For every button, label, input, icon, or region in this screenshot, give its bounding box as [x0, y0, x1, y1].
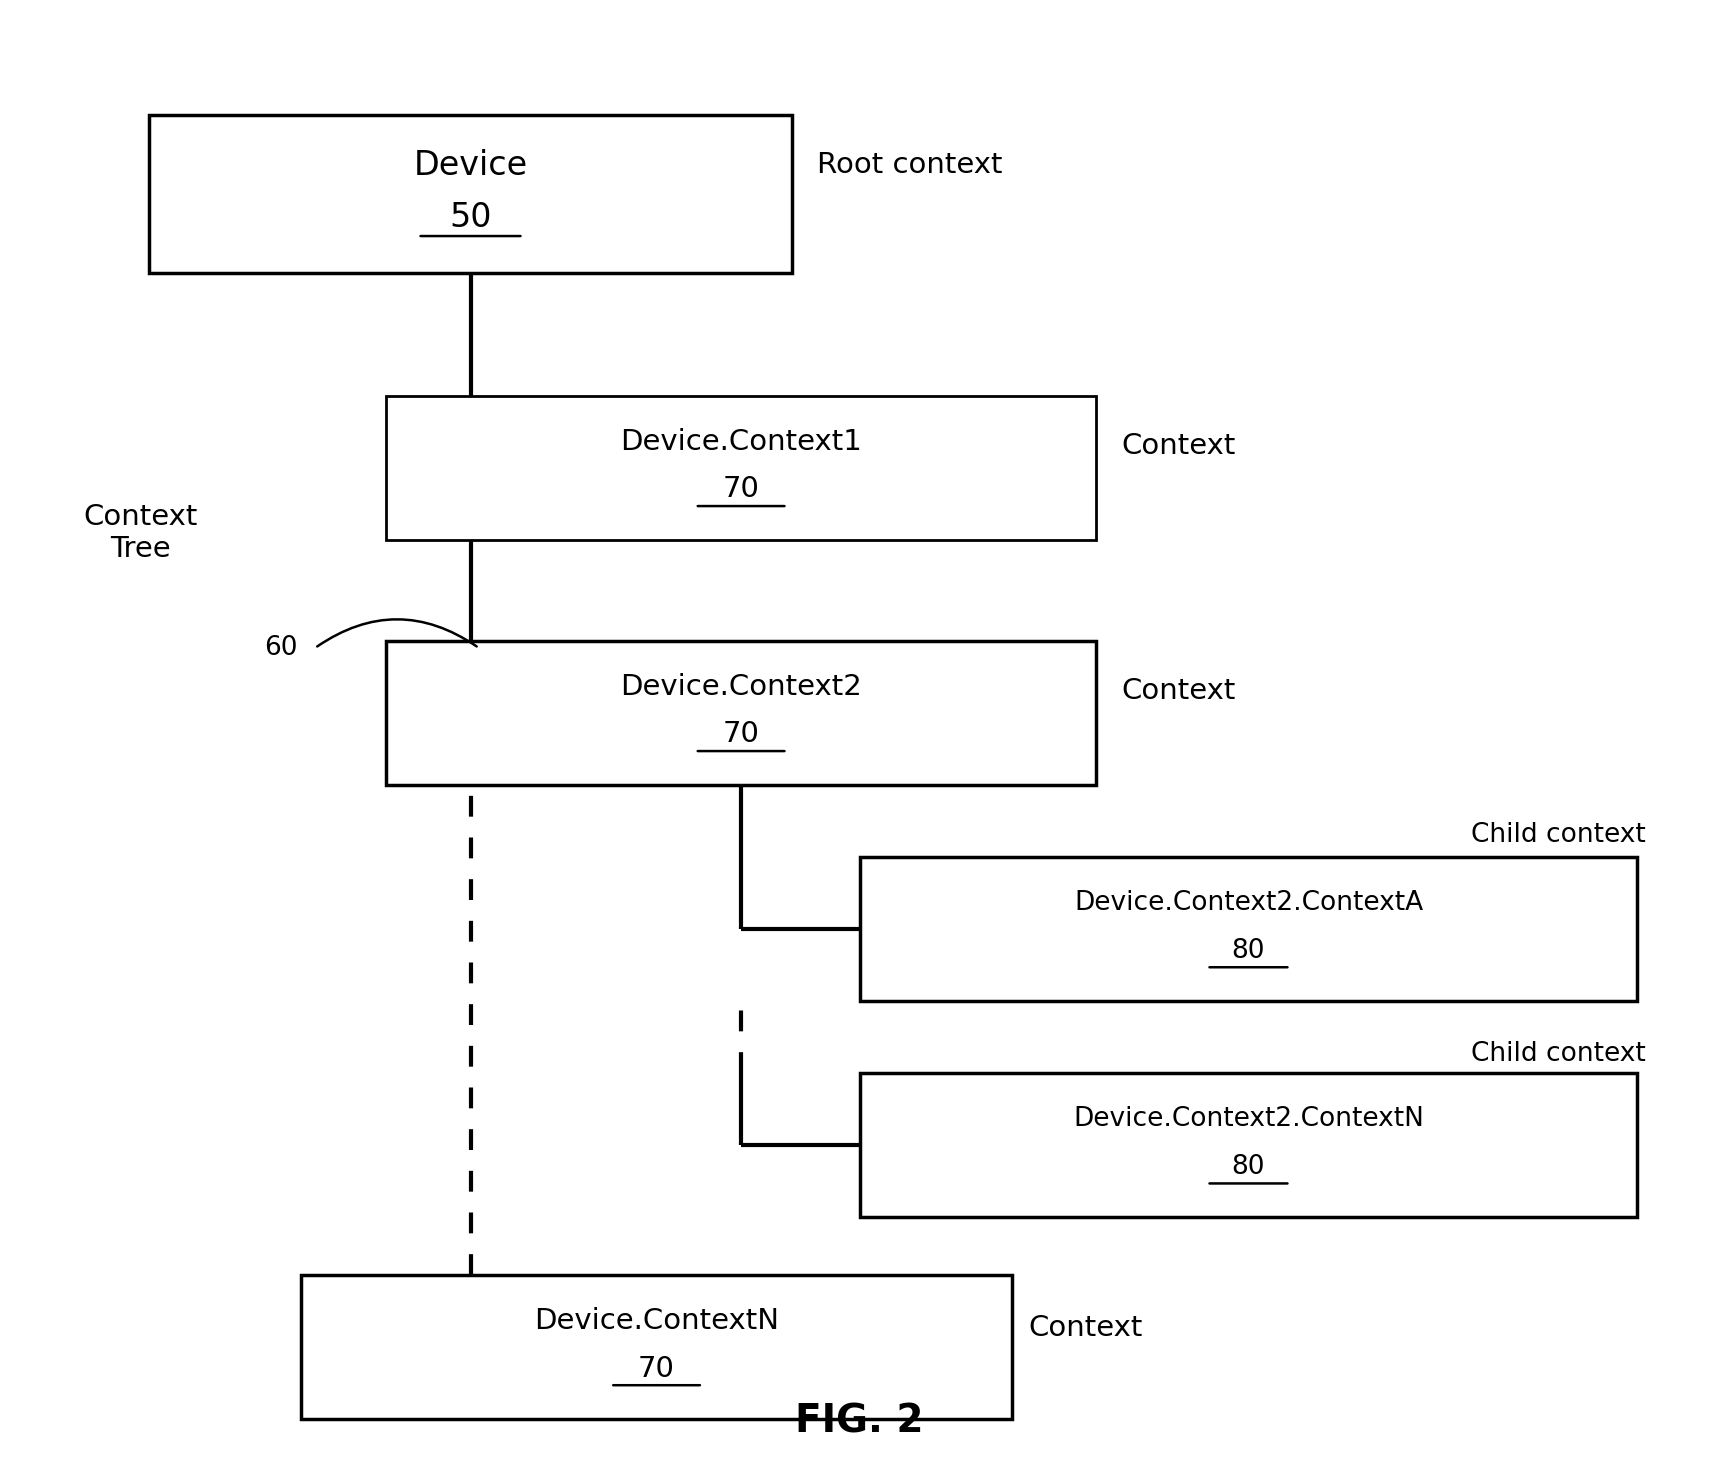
Text: Device.Context2.ContextN: Device.Context2.ContextN — [1073, 1106, 1423, 1133]
Text: Device: Device — [414, 148, 528, 182]
FancyBboxPatch shape — [860, 856, 1638, 1002]
Text: 70: 70 — [722, 476, 760, 504]
Text: Context
Tree: Context Tree — [84, 502, 198, 563]
FancyBboxPatch shape — [860, 1074, 1638, 1218]
Text: FIG. 2: FIG. 2 — [796, 1403, 923, 1441]
Text: Device.Context2.ContextA: Device.Context2.ContextA — [1074, 890, 1423, 917]
FancyBboxPatch shape — [387, 395, 1097, 541]
Text: 70: 70 — [638, 1354, 676, 1382]
Text: 70: 70 — [722, 720, 760, 749]
Text: 60: 60 — [265, 635, 297, 661]
Text: Context: Context — [1121, 432, 1236, 460]
Text: 80: 80 — [1233, 937, 1265, 964]
Text: Device.Context1: Device.Context1 — [621, 427, 861, 455]
Text: Context: Context — [1121, 677, 1236, 705]
Text: Child context: Child context — [1471, 823, 1645, 849]
Text: Device.Context2: Device.Context2 — [621, 673, 861, 701]
Text: Device.ContextN: Device.ContextN — [535, 1307, 779, 1335]
Text: Child context: Child context — [1471, 1042, 1645, 1068]
Text: Context: Context — [1028, 1315, 1143, 1343]
Text: 50: 50 — [449, 201, 492, 235]
FancyBboxPatch shape — [301, 1275, 1012, 1419]
FancyBboxPatch shape — [387, 640, 1097, 784]
Text: 80: 80 — [1233, 1153, 1265, 1180]
FancyBboxPatch shape — [150, 115, 792, 273]
Text: Root context: Root context — [817, 151, 1002, 179]
